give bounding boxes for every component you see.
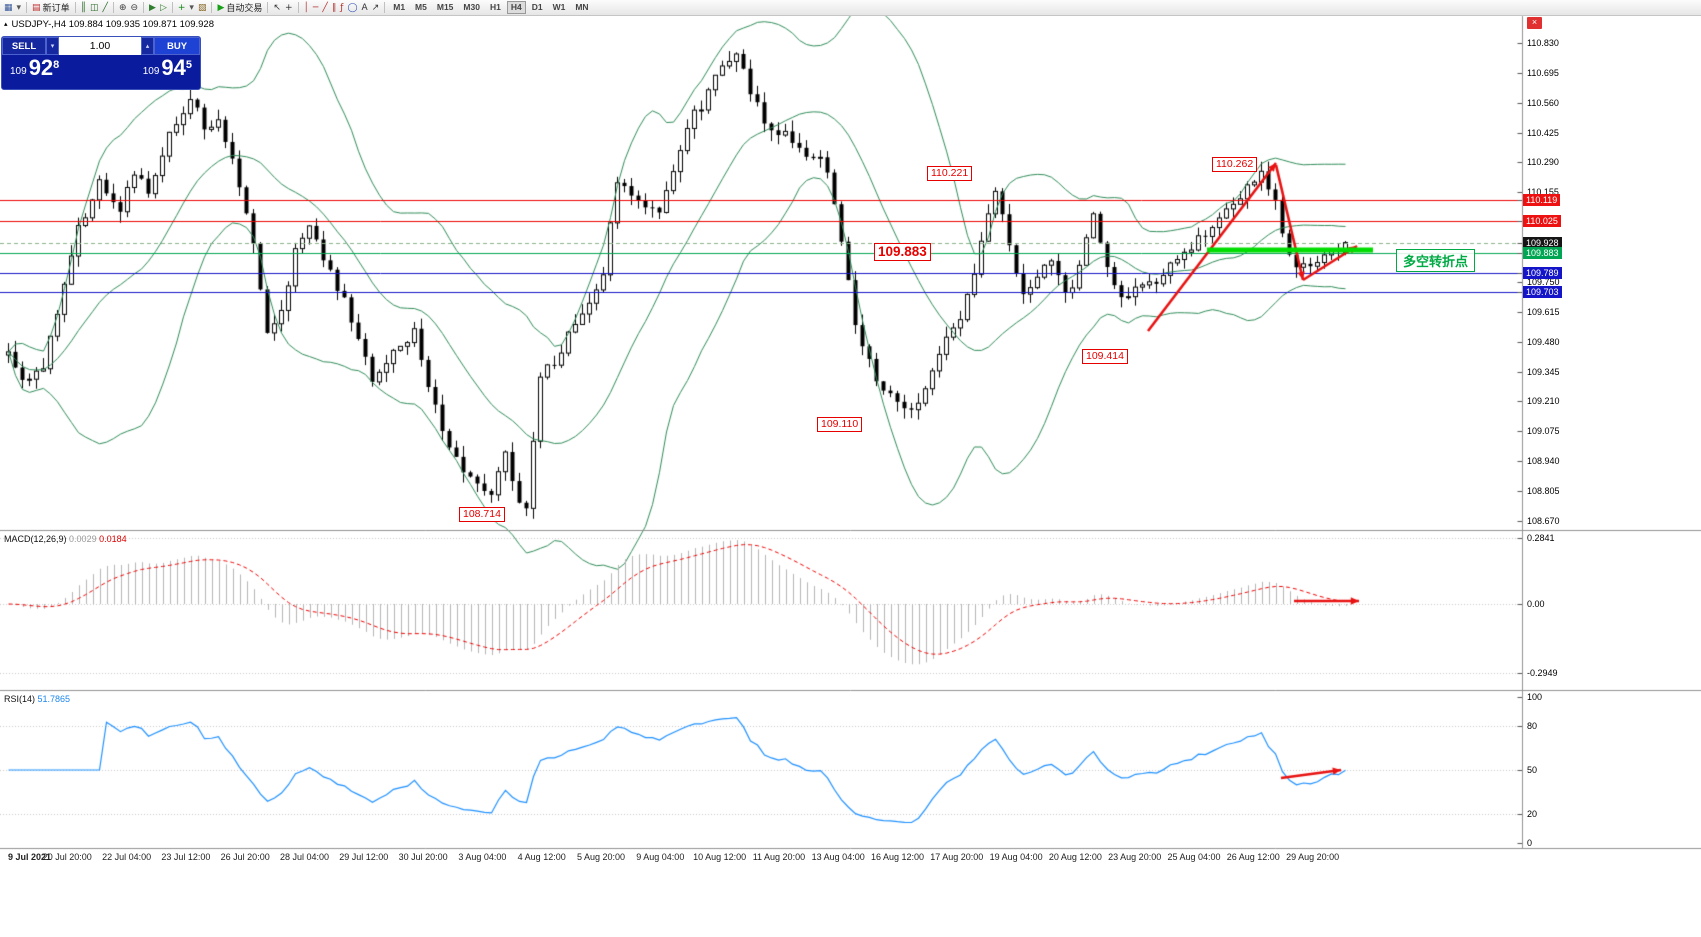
- volume-decrease-icon[interactable]: ▾: [46, 37, 59, 55]
- timeframe-m1[interactable]: M1: [389, 1, 409, 14]
- crosshair-icon[interactable]: +: [283, 1, 295, 15]
- horizontal-line-icon[interactable]: ─: [311, 1, 320, 15]
- bid-price[interactable]: 109 92 8: [10, 56, 59, 80]
- autotrading-button[interactable]: ▶ 自动交易: [215, 1, 264, 15]
- candlestick-chart-icon-glyph: ◫: [90, 2, 99, 13]
- arrows-tool-icon[interactable]: ↗: [370, 1, 382, 15]
- ask-price-pip: 5: [185, 59, 192, 71]
- shapes-icon[interactable]: ◯: [345, 1, 359, 15]
- timeframe-mn[interactable]: MN: [571, 1, 592, 14]
- rsi-value: 51.7865: [37, 694, 71, 704]
- chart-profile-dropdown-icon[interactable]: ▾: [15, 1, 24, 15]
- chart-profile-dropdown-icon-glyph: ▾: [16, 2, 22, 13]
- timeframe-h1[interactable]: H1: [486, 1, 505, 14]
- new-order-button-label: 新订单: [42, 3, 70, 13]
- bar-chart-icon-glyph: ║: [80, 2, 86, 13]
- toolbar-separator: [171, 2, 173, 13]
- timeframe-m15[interactable]: M15: [433, 1, 458, 14]
- trendline-icon-glyph: ╱: [322, 2, 328, 13]
- buy-button[interactable]: BUY: [154, 37, 200, 55]
- bid-price-prefix: 109: [10, 66, 27, 77]
- indicator-dropdown-icon[interactable]: ▾: [187, 1, 196, 15]
- chart-title-bar: ▴ USDJPY-,H4 109.884 109.935 109.871 109…: [0, 16, 214, 32]
- toolbar-separator: [112, 2, 114, 13]
- timeframe-w1[interactable]: W1: [549, 1, 570, 14]
- chart-shift-icon[interactable]: ▷: [158, 1, 169, 15]
- arrows-tool-icon-glyph: ↗: [371, 2, 380, 13]
- trendline-icon[interactable]: ╱: [320, 1, 329, 15]
- horizontal-line-icon-glyph: ─: [312, 2, 319, 13]
- sell-button[interactable]: SELL: [2, 37, 46, 55]
- trade-panel-prices: 109 92 8 109 94 5: [2, 55, 200, 83]
- text-tool-icon-glyph: A: [361, 2, 368, 13]
- timeframe-h4[interactable]: H4: [506, 1, 526, 14]
- indicators-icon-glyph: +: [177, 2, 186, 13]
- zoom-in-icon-glyph: ⊕: [118, 2, 127, 13]
- macd-label: MACD(12,26,9) 0.0029 0.0184: [4, 534, 127, 544]
- macd-value-signal: 0.0184: [99, 534, 127, 544]
- crosshair-icon-glyph: +: [284, 2, 293, 13]
- toolbar-separator: [26, 2, 28, 13]
- chart-close-button[interactable]: ×: [1527, 17, 1542, 29]
- rsi-label: RSI(14) 51.7865: [4, 694, 70, 704]
- equidistant-channel-icon-glyph: ∥: [331, 2, 337, 13]
- bid-price-pip: 8: [53, 59, 60, 71]
- timeframe-m30[interactable]: M30: [459, 1, 484, 14]
- vertical-line-icon-glyph: │: [303, 2, 309, 13]
- bar-chart-icon[interactable]: ║: [79, 1, 88, 15]
- bid-price-big: 92: [28, 55, 54, 80]
- zoom-out-icon[interactable]: ⊖: [128, 1, 140, 15]
- timeframe-m5[interactable]: M5: [411, 1, 431, 14]
- ask-price-prefix: 109: [142, 66, 160, 77]
- line-chart-icon[interactable]: ╱: [101, 1, 110, 15]
- fibonacci-icon[interactable]: ƒ: [338, 1, 345, 15]
- macd-value-main: 0.0029: [69, 534, 97, 544]
- toolbar-separator: [143, 2, 145, 13]
- cursor-icon-glyph: ↖: [273, 2, 281, 13]
- auto-scroll-icon-glyph: ▶: [149, 2, 156, 13]
- toolbar-separator: [211, 2, 213, 13]
- new-order-icon: ▤: [32, 2, 41, 13]
- fibonacci-icon-glyph: ƒ: [340, 2, 344, 13]
- macd-name: MACD(12,26,9): [4, 534, 67, 544]
- rsi-name: RSI(14): [4, 694, 36, 704]
- volume-increase-icon[interactable]: ▴: [141, 37, 154, 55]
- line-chart-icon-glyph: ╱: [102, 2, 108, 13]
- equidistant-channel-icon[interactable]: ∥: [330, 1, 339, 15]
- one-click-trading-panel: SELL ▾ 1.00 ▴ BUY 109 92 8 109 94 5: [1, 36, 201, 90]
- main-toolbar: ▦ ▾ ▤ 新订单 ║ ◫ ╱ ⊕ ⊖ ▶ ▷ + ▾ ▧ ▶ 自动交易 ↖ + │ ─ ╱ ∥ ƒ ◯ A ↗ M1 M5 M15 M3…: [0, 0, 1701, 16]
- auto-scroll-icon[interactable]: ▶: [147, 1, 158, 15]
- autotrading-button-label: 自动交易: [226, 3, 263, 13]
- toolbar-separator: [267, 2, 269, 13]
- templates-icon-glyph: ▧: [197, 2, 207, 13]
- ask-price[interactable]: 109 94 5: [143, 56, 192, 80]
- new-order-button[interactable]: ▤ 新订单: [30, 1, 72, 15]
- new-chart-icon-glyph: ▦: [4, 2, 13, 13]
- timeframe-d1[interactable]: D1: [528, 1, 547, 14]
- chart-shift-icon-glyph: ▷: [159, 2, 167, 13]
- zoom-in-icon[interactable]: ⊕: [117, 1, 129, 15]
- templates-icon[interactable]: ▧: [196, 1, 209, 15]
- toolbar-separator: [297, 2, 299, 13]
- zoom-out-icon-glyph: ⊖: [130, 2, 139, 13]
- cursor-icon[interactable]: ↖: [271, 1, 283, 15]
- volume-value: 1.00: [89, 40, 111, 52]
- trade-panel-controls: SELL ▾ 1.00 ▴ BUY: [2, 37, 200, 55]
- toolbar-separator: [384, 2, 386, 13]
- shapes-icon-glyph: ◯: [347, 2, 358, 13]
- indicators-icon[interactable]: +: [176, 1, 188, 15]
- text-tool-icon[interactable]: A: [360, 1, 370, 15]
- toolbar-separator: [74, 2, 76, 13]
- autotrading-icon: ▶: [217, 2, 225, 13]
- candlestick-chart-icon[interactable]: ◫: [88, 1, 101, 15]
- vertical-line-icon[interactable]: │: [302, 1, 311, 15]
- indicator-dropdown-icon-glyph: ▾: [189, 2, 194, 13]
- new-chart-icon[interactable]: ▦: [2, 1, 15, 15]
- chart-title: USDJPY-,H4 109.884 109.935 109.871 109.9…: [11, 18, 214, 30]
- volume-input[interactable]: 1.00: [59, 37, 141, 55]
- ask-price-big: 94: [161, 55, 186, 80]
- symbol-dropdown-icon[interactable]: ▴: [4, 20, 8, 28]
